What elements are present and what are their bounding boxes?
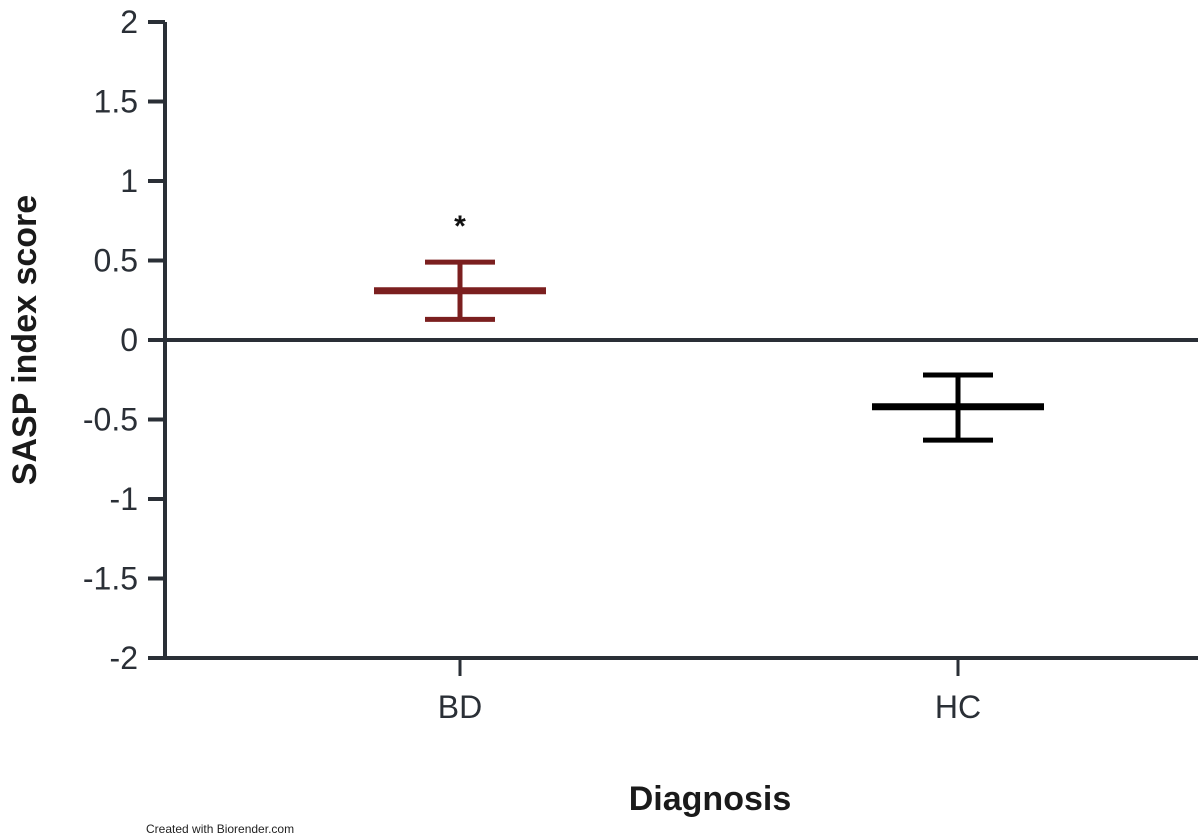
y-tick-label: -1.5 (83, 561, 138, 597)
y-tick-label: 0.5 (94, 243, 138, 279)
x-axis-ticks: BD HC (438, 658, 981, 725)
y-tick-label: 2 (120, 4, 138, 40)
x-tick-label: HC (935, 689, 981, 725)
credit-text: Created with Biorender.com (146, 822, 295, 836)
y-axis-ticks: 2 1.5 1 0.5 0 -0.5 -1 -1.5 -2 (83, 4, 165, 676)
x-tick-label: BD (438, 689, 482, 725)
y-tick-label: 0 (120, 322, 138, 358)
y-tick-label: -2 (110, 640, 138, 676)
y-tick-label: 1.5 (94, 84, 138, 120)
y-tick-label: -0.5 (83, 402, 138, 438)
y-tick-label: -1 (110, 481, 138, 517)
significance-marker: * (454, 210, 466, 243)
series-hc (872, 372, 1044, 443)
data-series: * (374, 210, 1044, 443)
x-axis-label: Diagnosis (629, 780, 791, 818)
y-tick-label: 1 (120, 163, 138, 199)
y-axis-label: SASP index score (6, 195, 44, 485)
series-bd: * (374, 210, 546, 322)
